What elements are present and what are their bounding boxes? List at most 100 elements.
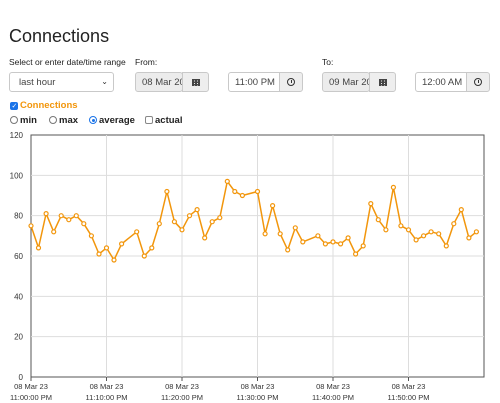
to-time-field[interactable]: 12:00 AM xyxy=(415,72,467,92)
data-point xyxy=(149,245,155,251)
x-tick-time-label: 11:00:00 PM xyxy=(10,393,52,402)
data-point xyxy=(443,243,449,249)
data-point xyxy=(398,223,404,229)
y-tick-label: 120 xyxy=(10,131,24,140)
y-tick-label: 40 xyxy=(14,292,23,301)
data-point xyxy=(338,241,344,247)
data-point xyxy=(28,223,34,229)
max-label: max xyxy=(59,115,79,126)
data-point xyxy=(466,235,472,241)
to-calendar-button[interactable] xyxy=(369,72,396,92)
connections-checkbox[interactable] xyxy=(10,102,18,110)
y-tick-label: 100 xyxy=(10,171,24,180)
data-point xyxy=(292,225,298,231)
chevron-down-icon: ⌄ xyxy=(101,77,108,86)
data-point xyxy=(345,235,351,241)
data-point xyxy=(421,233,427,239)
data-point xyxy=(164,188,170,195)
data-point xyxy=(35,245,42,251)
x-tick-date-label: 08 Mar 23 xyxy=(316,382,350,391)
data-point xyxy=(217,215,223,221)
data-point xyxy=(171,219,177,225)
range-select-value: last hour xyxy=(19,77,56,88)
data-point xyxy=(413,237,419,243)
x-tick-time-label: 11:10:00 PM xyxy=(86,393,128,402)
average-label: average xyxy=(99,115,135,126)
data-point xyxy=(96,251,102,257)
to-clock-button[interactable] xyxy=(466,72,490,92)
data-point xyxy=(368,200,374,207)
x-tick-date-label: 08 Mar 23 xyxy=(241,382,275,391)
data-point xyxy=(270,202,276,209)
data-point xyxy=(81,221,87,227)
data-point xyxy=(186,213,193,219)
clock-icon xyxy=(474,78,482,86)
data-point xyxy=(88,233,95,239)
calendar-grid-icon xyxy=(378,78,387,86)
data-point xyxy=(277,231,283,237)
data-point xyxy=(360,243,366,249)
calendar-grid-icon xyxy=(191,78,200,86)
x-tick-date-label: 08 Mar 23 xyxy=(14,382,48,391)
data-point xyxy=(473,229,479,235)
data-point xyxy=(209,219,215,225)
from-date-field[interactable]: 08 Mar 2023 xyxy=(135,72,183,92)
data-point xyxy=(390,184,396,191)
from-clock-button[interactable] xyxy=(279,72,303,92)
y-tick-label: 60 xyxy=(14,252,23,261)
data-point xyxy=(383,227,389,233)
x-tick-date-label: 08 Mar 23 xyxy=(165,382,199,391)
x-tick-date-label: 08 Mar 23 xyxy=(90,382,124,391)
x-tick-time-label: 11:30:00 PM xyxy=(237,393,279,402)
actual-label: actual xyxy=(155,115,183,126)
data-point xyxy=(262,231,268,237)
min-radio[interactable] xyxy=(10,116,18,124)
data-point xyxy=(194,206,200,213)
data-point xyxy=(179,227,185,233)
data-point xyxy=(285,247,291,253)
x-tick-time-label: 11:50:00 PM xyxy=(388,393,430,402)
data-point xyxy=(66,217,72,223)
data-point xyxy=(375,217,381,223)
actual-checkbox[interactable] xyxy=(145,116,153,124)
data-point xyxy=(458,206,464,213)
to-label: To: xyxy=(322,57,334,67)
y-tick-label: 0 xyxy=(19,373,24,382)
page-title: Connections xyxy=(9,26,110,46)
data-point xyxy=(451,221,457,227)
data-point xyxy=(111,257,117,263)
from-time-field[interactable]: 11:00 PM xyxy=(228,72,280,92)
data-point xyxy=(141,253,147,259)
data-point xyxy=(254,188,261,195)
from-calendar-button[interactable] xyxy=(182,72,209,92)
clock-icon xyxy=(287,78,295,86)
connections-series-label: Connections xyxy=(20,100,78,111)
range-label: Select or enter date/time range xyxy=(9,57,126,67)
data-point xyxy=(43,210,49,217)
range-select[interactable]: last hour ⌄ xyxy=(9,72,114,92)
data-point xyxy=(224,178,230,185)
x-tick-date-label: 08 Mar 23 xyxy=(392,382,426,391)
average-radio[interactable] xyxy=(89,116,97,124)
data-point xyxy=(322,241,328,247)
data-point xyxy=(300,239,306,245)
from-label: From: xyxy=(135,57,158,67)
data-point xyxy=(428,229,434,235)
data-point xyxy=(405,227,412,233)
data-point xyxy=(353,251,359,257)
data-point xyxy=(58,213,64,219)
y-tick-label: 80 xyxy=(14,212,23,221)
connections-chart: 0 20 40 60 80 100 120 08 Mar 23 11:00:00 PM 08 Ma… xyxy=(10,131,485,402)
min-label: min xyxy=(20,115,37,126)
series-line xyxy=(30,180,477,261)
data-point xyxy=(156,221,162,227)
data-point xyxy=(330,239,336,245)
data-point xyxy=(202,235,208,241)
max-radio[interactable] xyxy=(49,116,57,124)
data-point xyxy=(232,188,238,195)
data-point xyxy=(51,229,57,235)
x-tick-time-label: 11:40:00 PM xyxy=(312,393,354,402)
to-date-field[interactable]: 09 Mar 2023 xyxy=(322,72,370,92)
x-tick-time-label: 11:20:00 PM xyxy=(161,393,203,402)
data-point xyxy=(103,245,110,251)
